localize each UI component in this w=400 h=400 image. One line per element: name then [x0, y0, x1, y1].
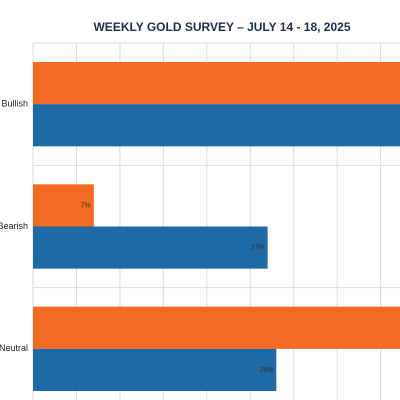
- y-tick-label: Neutral: [0, 343, 28, 353]
- y-tick-label: Bearish: [0, 221, 28, 231]
- bar: [33, 62, 400, 105]
- value-label: 7%: [81, 202, 91, 209]
- value-label: 27%: [251, 244, 265, 251]
- y-tick-label: Bullish: [1, 99, 28, 109]
- bar: [33, 306, 400, 349]
- bar: [33, 226, 268, 269]
- bar: [33, 348, 277, 391]
- chart-title: WEEKLY GOLD SURVEY – JULY 14 - 18, 2025: [93, 20, 350, 34]
- value-label: 28%: [259, 367, 273, 374]
- bar: [33, 184, 94, 227]
- bar: [33, 104, 400, 147]
